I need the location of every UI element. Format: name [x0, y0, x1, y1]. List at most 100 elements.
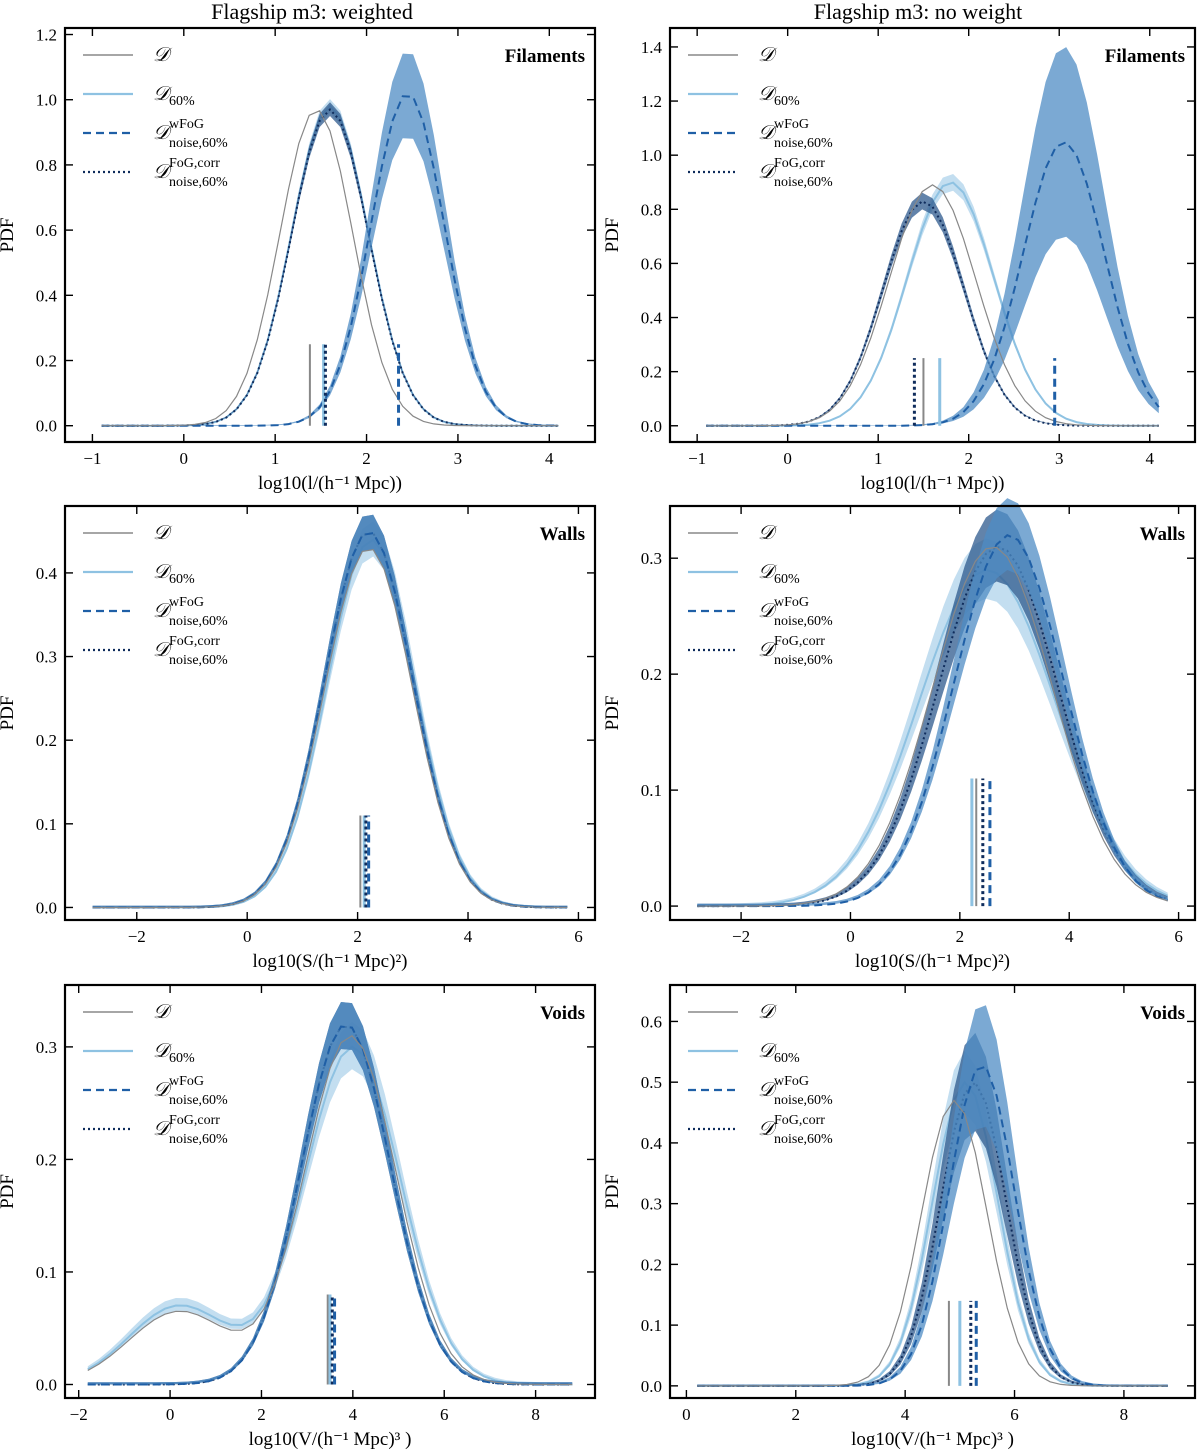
curve-Dw — [87, 1025, 573, 1386]
y-axis-label: PDF — [602, 218, 623, 253]
y-tick-label: 0.0 — [641, 1377, 662, 1396]
legend-main-Dc: 𝒟 — [758, 1118, 778, 1140]
curve-Dc — [697, 545, 1169, 908]
y-tick-label: 0.2 — [36, 1150, 57, 1169]
legend-sub-Dw: noise,60% — [169, 1093, 228, 1108]
legend-sub-Dw: noise,60% — [774, 614, 833, 629]
x-axis-label: log10(l/(h⁻¹ Mpc)) — [258, 473, 402, 494]
y-tick-label: 1.2 — [641, 92, 662, 111]
y-axis-label: PDF — [0, 218, 18, 253]
y-tick-label: 1.0 — [36, 91, 57, 110]
legend-main-Dc: 𝒟 — [153, 161, 173, 183]
legend-main-Dw: 𝒟 — [153, 122, 173, 144]
panel-voids-no-weight: 0 2 4 6 8 0.0 0.1 0.2 0.3 0.4 0.5 0.6 log10(V/(h⁻¹ M… — [602, 983, 1197, 1450]
band-D60 — [87, 1022, 573, 1385]
curve-D60 — [87, 1045, 573, 1386]
x-tick-label: 0 — [166, 1405, 175, 1424]
legend-sub-D60: 60% — [169, 572, 195, 587]
y-tick-label: 0.4 — [36, 564, 58, 583]
panel-walls-no-weight: −2 0 2 4 6 0.0 0.1 0.2 0.3 log10(S/(h⁻¹ Mpc)²) PDF… — [602, 498, 1197, 972]
y-tick-label: 0.2 — [641, 1255, 662, 1274]
curve-D60 — [101, 104, 559, 427]
y-axis-label: PDF — [602, 696, 623, 731]
y-tick-label: 0.2 — [36, 731, 57, 750]
x-axis-label: log10(V/(h⁻¹ Mpc)³ ) — [249, 1429, 412, 1450]
legend-sub-D60: 60% — [774, 572, 800, 587]
legend-sup-Dc: FoG,corr — [774, 1113, 825, 1128]
legend-sup-Dw: wFoG — [169, 117, 204, 132]
band-D60 — [697, 1050, 1168, 1386]
legend-sub-Dc: noise,60% — [169, 1132, 228, 1147]
x-axis-label: log10(S/(h⁻¹ Mpc)²) — [855, 951, 1010, 972]
y-tick-label: 0.6 — [36, 221, 57, 240]
x-axis-label: log10(V/(h⁻¹ Mpc)³ ) — [851, 1429, 1014, 1450]
legend-label-Dw: 𝒟 — [153, 122, 173, 144]
legend-sub-Dw: noise,60% — [774, 1093, 833, 1108]
panel-walls-weighted: −2 0 2 4 6 0.0 0.1 0.2 0.3 0.4 log10(S/(h⁻¹ Mpc)²)… — [0, 504, 597, 972]
y-tick-label: 0.3 — [641, 1195, 662, 1214]
y-tick-label: 1.0 — [641, 146, 662, 165]
y-tick-label: 0.4 — [641, 1134, 663, 1153]
legend-sub-Dc: noise,60% — [774, 175, 833, 190]
x-tick-label: 8 — [1120, 1405, 1129, 1424]
legend-sup-Dc: FoG,corr — [169, 156, 220, 171]
legend-sub-D60: 60% — [169, 94, 195, 109]
y-tick-label: 0.3 — [36, 648, 57, 667]
column-title-no-weight: Flagship m3: no weight — [814, 0, 1022, 24]
legend-sup-Dw: wFoG — [169, 595, 204, 610]
y-tick-label: 0.3 — [641, 549, 662, 568]
legend-label-D: 𝒟 — [758, 1001, 778, 1023]
legend-main-Dw: 𝒟 — [153, 1079, 173, 1101]
legend-label-D: 𝒟 — [758, 44, 778, 66]
curve-Dw — [92, 531, 568, 909]
y-tick-label: 0.1 — [641, 781, 662, 800]
x-tick-label: −2 — [732, 927, 750, 946]
legend-label-Dc: 𝒟 — [758, 639, 778, 661]
axes-frame — [668, 504, 1197, 922]
panel-label: Voids — [1140, 1003, 1185, 1024]
y-tick-label: 0.8 — [641, 200, 662, 219]
legend-label-D60: 𝒟 — [153, 561, 173, 583]
legend-main-D: 𝒟 — [758, 522, 778, 544]
panel-label: Walls — [1140, 524, 1185, 545]
x-tick-label: 8 — [531, 1405, 540, 1424]
legend-main-Dw: 𝒟 — [758, 600, 778, 622]
legend-main-Dw: 𝒟 — [153, 600, 173, 622]
legend-label-D: 𝒟 — [153, 522, 173, 544]
legend-main-D60: 𝒟 — [153, 561, 173, 583]
curve-D — [706, 184, 1159, 427]
panel-label: Voids — [540, 1003, 585, 1024]
y-axis-label: PDF — [0, 1174, 18, 1209]
x-tick-label: 2 — [257, 1405, 266, 1424]
legend-label-Dw: 𝒟 — [758, 1079, 778, 1101]
legend-sup-Dw: wFoG — [169, 1074, 204, 1089]
y-tick-label: 0.1 — [36, 815, 57, 834]
panel-label: Filaments — [505, 46, 585, 67]
x-tick-label: 6 — [574, 927, 583, 946]
legend-main-D60: 𝒟 — [758, 1040, 778, 1062]
y-tick-label: 0.6 — [641, 254, 662, 273]
x-axis-label: log10(l/(h⁻¹ Mpc)) — [861, 473, 1005, 494]
x-tick-label: 4 — [1065, 927, 1074, 946]
legend-label-Dc: 𝒟 — [758, 1118, 778, 1140]
x-tick-label: 0 — [180, 449, 189, 468]
x-tick-label: 2 — [353, 927, 362, 946]
y-tick-label: 0.0 — [36, 1375, 57, 1394]
legend-sub-Dc: noise,60% — [774, 1132, 833, 1147]
legend-sup-Dc: FoG,corr — [169, 1113, 220, 1128]
x-tick-label: 6 — [440, 1405, 449, 1424]
legend-label-Dc: 𝒟 — [153, 161, 173, 183]
legend-sup-Dw: wFoG — [774, 595, 809, 610]
legend-sub-Dw: noise,60% — [169, 136, 228, 151]
y-tick-label: 1.2 — [36, 26, 57, 45]
legend-main-D60: 𝒟 — [758, 561, 778, 583]
x-tick-label: −2 — [128, 927, 146, 946]
legend-main-Dc: 𝒟 — [758, 161, 778, 183]
legend-sup-Dw: wFoG — [774, 117, 809, 132]
curve-Dw — [706, 140, 1160, 427]
band-Dc — [697, 509, 1168, 907]
x-tick-label: 2 — [362, 449, 371, 468]
legend-sup-Dw: wFoG — [774, 1074, 809, 1089]
legend-main-Dw: 𝒟 — [758, 122, 778, 144]
